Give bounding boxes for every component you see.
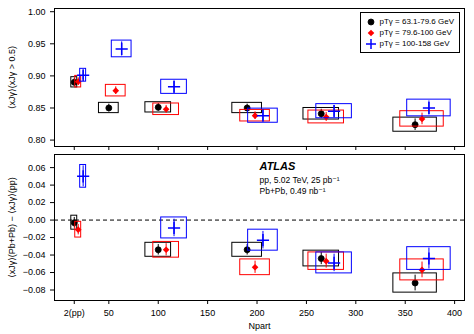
svg-text:150: 150 [200, 308, 215, 318]
svg-text:0.00: 0.00 [28, 215, 46, 225]
svg-text:200: 200 [250, 308, 265, 318]
svg-text:0.85: 0.85 [28, 103, 46, 113]
html-text:pTγ = 79.6-100 GeV: pTγ = 79.6-100 GeV [379, 28, 452, 37]
svg-text:350: 350 [398, 308, 413, 318]
svg-text:Npart: Npart [248, 321, 271, 331]
svg-text:⟨xJγ⟩(xJγ > 0.5): ⟨xJγ⟩(xJγ > 0.5) [7, 46, 17, 109]
svg-text:0.90: 0.90 [28, 71, 46, 81]
svg-text:0.95: 0.95 [28, 39, 46, 49]
svg-text:0.04: 0.04 [28, 180, 46, 190]
svg-text:1.00: 1.00 [28, 7, 46, 17]
svg-text:−0.02: −0.02 [23, 232, 46, 242]
svg-text:50: 50 [104, 308, 114, 318]
svg-text:0.80: 0.80 [28, 135, 46, 145]
svg-text:250: 250 [299, 308, 314, 318]
svg-text:0.06: 0.06 [28, 162, 46, 172]
svg-text:300: 300 [348, 308, 363, 318]
svg-text:0.02: 0.02 [28, 197, 46, 207]
svg-text:ATLAS: ATLAS [259, 160, 297, 172]
html-text:pTγ = 63.1-79.6 GeV: pTγ = 63.1-79.6 GeV [379, 17, 454, 26]
svg-text:400: 400 [447, 308, 462, 318]
svg-text:−0.04: −0.04 [23, 250, 46, 260]
svg-text:pp, 5.02 TeV, 25 pb⁻¹Pb+Pb, 0.: pp, 5.02 TeV, 25 pb⁻¹Pb+Pb, 0.49 nb⁻¹ [260, 175, 340, 196]
svg-text:−0.06: −0.06 [23, 267, 46, 277]
svg-text:−0.08: −0.08 [23, 285, 46, 295]
svg-text:2(pp): 2(pp) [64, 308, 85, 318]
svg-text:100: 100 [151, 308, 166, 318]
svg-text:⟨xJγ⟩(Pb+Pb) − ⟨xJγ⟩(pp): ⟨xJγ⟩(Pb+Pb) − ⟨xJγ⟩(pp) [7, 177, 17, 278]
html-text:pTγ = 100-158 GeV: pTγ = 100-158 GeV [379, 39, 450, 48]
